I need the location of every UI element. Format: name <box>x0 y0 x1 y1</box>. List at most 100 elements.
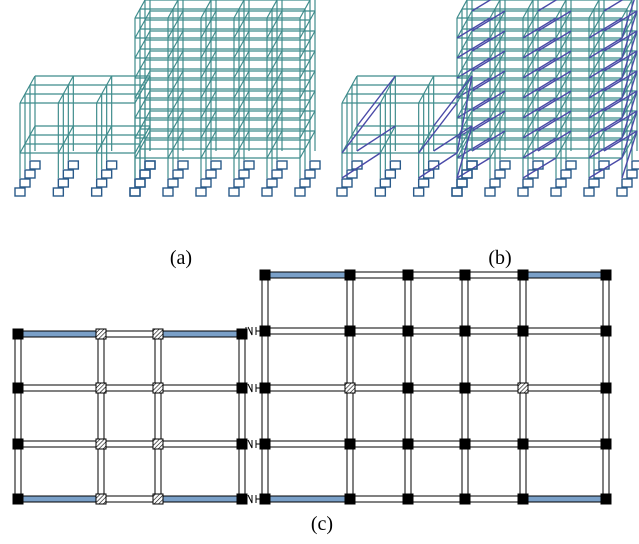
figure: (a) (b) (c) <box>0 0 639 544</box>
frame-member <box>342 76 357 103</box>
column <box>345 494 355 504</box>
foundation <box>375 188 385 196</box>
beam <box>265 385 606 391</box>
foundation <box>53 188 63 196</box>
foundation <box>390 161 400 169</box>
foundation <box>277 161 287 169</box>
column-hatched <box>96 439 106 449</box>
label-b: (b) <box>488 247 511 269</box>
foundation <box>561 170 571 178</box>
foundation <box>30 161 40 169</box>
column <box>403 494 413 504</box>
column-hatched <box>518 383 528 393</box>
column <box>601 383 611 393</box>
frame-member <box>97 126 112 153</box>
foundation <box>342 179 352 187</box>
column <box>345 270 355 280</box>
wall <box>18 496 101 502</box>
column <box>601 494 611 504</box>
column-hatched <box>96 329 106 339</box>
wall <box>265 272 350 278</box>
foundation <box>68 161 78 169</box>
beam <box>155 334 161 499</box>
foundation <box>305 170 315 178</box>
foundation <box>414 188 424 196</box>
column <box>460 439 470 449</box>
foundation <box>178 161 188 169</box>
foundation <box>385 170 395 178</box>
foundation <box>168 179 178 187</box>
wall <box>523 272 606 278</box>
column <box>403 326 413 336</box>
foundation <box>485 188 495 196</box>
column-hatched <box>153 329 163 339</box>
foundation <box>551 188 561 196</box>
foundation <box>140 170 150 178</box>
beam <box>98 334 104 499</box>
foundation <box>239 170 249 178</box>
foundation <box>556 179 566 187</box>
foundation <box>145 161 155 169</box>
frame-member <box>380 126 395 153</box>
column-hatched <box>96 383 106 393</box>
frame-member <box>342 153 380 178</box>
foundation <box>490 179 500 187</box>
column <box>345 326 355 336</box>
foundation <box>500 161 510 169</box>
foundation <box>20 179 30 187</box>
foundation <box>63 170 73 178</box>
foundation <box>211 161 221 169</box>
foundation <box>617 188 627 196</box>
label-c: (c) <box>311 513 333 535</box>
foundation <box>419 179 429 187</box>
frame-member <box>357 76 395 126</box>
column <box>460 494 470 504</box>
frame-member <box>419 76 434 103</box>
column <box>601 326 611 336</box>
foundation <box>467 161 477 169</box>
foundation <box>229 188 239 196</box>
foundation <box>310 161 320 169</box>
foundation <box>566 161 576 169</box>
column <box>260 270 270 280</box>
foundation <box>589 179 599 187</box>
wall <box>18 331 101 337</box>
column <box>13 329 23 339</box>
foundation <box>457 179 467 187</box>
label-a: (a) <box>170 247 192 269</box>
wall <box>265 496 350 502</box>
foundation <box>130 188 140 196</box>
frame-models <box>15 0 639 196</box>
frame-member <box>357 126 395 151</box>
column <box>345 439 355 449</box>
column-hatched <box>153 494 163 504</box>
foundation <box>135 179 145 187</box>
frame-member <box>419 103 457 153</box>
beam <box>18 441 242 447</box>
foundation <box>201 179 211 187</box>
column <box>403 439 413 449</box>
column <box>13 494 23 504</box>
frame-member <box>97 76 112 103</box>
column <box>601 270 611 280</box>
column-hatched <box>153 439 163 449</box>
foundation <box>262 188 272 196</box>
foundation <box>15 188 25 196</box>
beam <box>239 334 245 499</box>
frame-member <box>419 153 457 178</box>
wall <box>523 496 606 502</box>
column <box>13 439 23 449</box>
column <box>518 494 528 504</box>
wall <box>158 496 242 502</box>
foundation <box>140 170 150 178</box>
foundation <box>523 179 533 187</box>
foundation <box>145 161 155 169</box>
column <box>518 439 528 449</box>
column-hatched <box>153 383 163 393</box>
foundation <box>495 170 505 178</box>
column <box>460 383 470 393</box>
foundation <box>92 188 102 196</box>
foundation <box>518 188 528 196</box>
column <box>601 439 611 449</box>
foundation <box>135 179 145 187</box>
